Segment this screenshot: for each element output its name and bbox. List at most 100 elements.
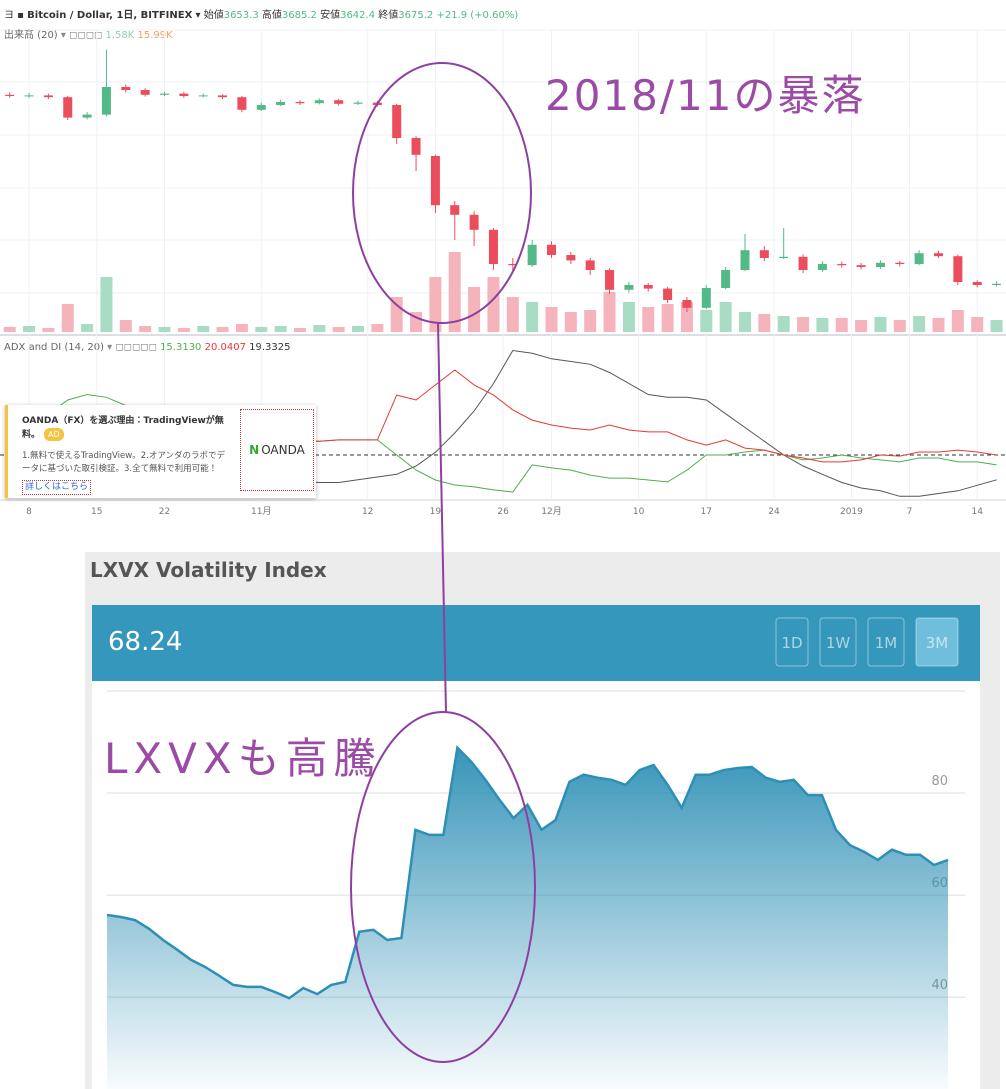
range-button[interactable] [775, 617, 809, 667]
volume-bar [835, 318, 848, 332]
low-label: 安値 [320, 8, 340, 21]
candle-body [972, 282, 982, 285]
candle-body [992, 283, 1002, 285]
candle-body [934, 253, 943, 257]
volume-bar [680, 302, 693, 332]
volume-bar [42, 328, 55, 332]
x-tick-label: 2019 [840, 507, 863, 517]
x-tick-label: 26 [497, 507, 509, 517]
range-button[interactable] [915, 617, 959, 667]
volume-bar [584, 310, 597, 332]
x-tick-label: 7 [907, 507, 913, 517]
x-tick-label: 24 [768, 507, 780, 517]
candle-body [605, 270, 615, 290]
widget-title: LXVX Volatility Index [90, 558, 327, 582]
candle-body [160, 93, 169, 95]
candle-body [566, 255, 576, 261]
candle-body [353, 102, 363, 104]
candle-body [43, 95, 53, 98]
x-tick-label: 10 [633, 507, 645, 517]
x-tick-label: 22 [159, 507, 170, 517]
volume-label: 出来高 (20) [4, 28, 58, 41]
volume-bar [622, 302, 635, 332]
volume-bar [642, 307, 655, 332]
candle-body [895, 262, 905, 264]
candle-body [430, 156, 440, 206]
candle-body [856, 265, 866, 267]
candle-body [198, 95, 208, 97]
volume-bar [235, 324, 248, 332]
indicator-value: 20.0407 [205, 342, 246, 353]
candle-body [779, 256, 789, 258]
candle-body [295, 102, 305, 104]
candle-body [759, 250, 769, 258]
candle-body [547, 244, 556, 255]
volume-bar [719, 302, 732, 332]
x-tick-label: 12 [362, 507, 373, 517]
volume-bar [81, 324, 94, 332]
change: +21.9 (+0.60%) [436, 10, 518, 21]
range-button-label[interactable]: 1W [826, 634, 851, 652]
candle-body [701, 288, 711, 308]
indicator-label: ADX and DI (14, 20) [4, 342, 104, 353]
range-button[interactable] [867, 617, 905, 667]
volume-bar [932, 318, 945, 332]
candle-body [392, 105, 402, 138]
symbol: Bitcoin / Dollar, 1日, BITFINEX [27, 9, 192, 21]
y-tick-label: 80 [931, 774, 948, 789]
volume-bar [506, 297, 519, 332]
candle-body [624, 285, 634, 290]
volume-value: 1.58K [105, 30, 134, 41]
volume-bar [545, 307, 558, 332]
volume-bar [429, 277, 442, 332]
candle-body [721, 270, 731, 288]
range-button-label[interactable]: 3M [926, 634, 949, 652]
current-value: 68.24 [108, 627, 182, 657]
candle-body [334, 100, 344, 104]
ad-logo[interactable]: N OANDA [240, 409, 314, 491]
close-value: 3675.2 [398, 10, 433, 21]
candle-body [218, 95, 228, 98]
volume-bar [216, 327, 229, 332]
candle-body [24, 95, 34, 97]
ad-panel[interactable]: OANDA（FX）を選ぶ理由：TradingViewが無料。 AD 1.無料で使え… [5, 405, 316, 498]
volume-bar [61, 304, 74, 332]
ad-badge: AD [44, 428, 64, 441]
ad-title: OANDA（FX）を選ぶ理由：TradingViewが無料。 [22, 416, 224, 440]
volume-bar [313, 325, 326, 332]
low-value: 3642.4 [340, 10, 375, 21]
x-tick-label: 14 [971, 507, 983, 517]
volume-bar [23, 326, 36, 332]
volume-bar [874, 317, 887, 332]
candle-body [140, 90, 150, 95]
widget-header-bar [92, 605, 980, 681]
ad-link[interactable]: 詳しくはこちら [22, 480, 92, 495]
volume-bar [487, 277, 500, 332]
x-tick-label: 12月 [541, 506, 561, 517]
volume-bar [410, 312, 423, 332]
indicator-value: 19.3325 [249, 342, 290, 353]
range-button-label[interactable]: 1M [875, 634, 898, 652]
volume-bar [468, 287, 481, 332]
volume-legend: 出来高 (20) ▾ ◻◻◻◻ 1.58K 15.99K [4, 28, 173, 41]
volume-bar [371, 324, 384, 332]
range-button[interactable] [819, 617, 857, 667]
candle-body [179, 93, 189, 96]
x-tick-label: 15 [91, 507, 102, 517]
candle-body [63, 97, 73, 118]
candle-body [740, 250, 750, 270]
header-line: ヨ ▪ Bitcoin / Dollar, 1日, BITFINEX ▾ 始値3… [4, 8, 518, 21]
ad-logo-text: OANDA [261, 443, 305, 457]
volume-bar [661, 304, 674, 332]
volume-bar [3, 327, 16, 332]
volume-bar [119, 320, 132, 332]
range-button-label[interactable]: 1D [781, 634, 802, 652]
volume-bar [139, 326, 152, 332]
volume-bar [197, 326, 210, 332]
volume-bar [971, 317, 984, 332]
candle-body [411, 138, 421, 155]
volume-bar [100, 277, 113, 332]
